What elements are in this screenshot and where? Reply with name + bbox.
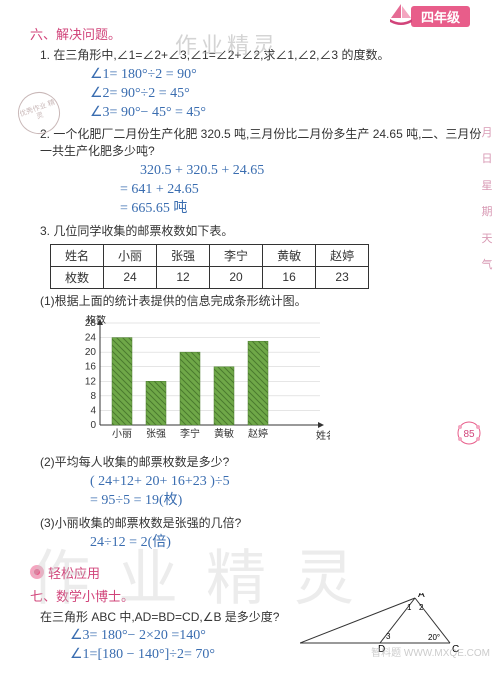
svg-text:黄敏: 黄敏 [214,427,234,440]
easy-app-label: 轻松应用 [48,563,100,582]
grade-badge: 四年级 [411,6,470,27]
svg-text:4: 4 [90,406,96,417]
svg-text:20: 20 [85,347,97,358]
q3-3-text: (3)小丽收集的邮票枚数是张强的几倍? [40,515,482,532]
q3-3-answer: 24÷12 = 2(倍) [90,534,482,553]
svg-text:16: 16 [85,362,97,373]
th: 赵婷 [316,244,369,266]
svg-text:0: 0 [90,420,96,431]
bar-chart: 0481216202428枚数姓名小丽张强李宁黄敏赵婷 [70,315,330,445]
svg-text:12: 12 [85,377,97,388]
stamp-table: 姓名 小丽 张强 李宁 黄敏 赵婷 枚数 24 12 20 16 23 [50,244,369,289]
th: 小丽 [104,244,157,266]
q2-answer-l3: = 665.65 吨 [120,200,482,219]
svg-text:2: 2 [419,603,424,612]
q3-2-text: (2)平均每人收集的邮票枚数是多少? [40,454,482,471]
q1-answer-l3: ∠3= 90°− 45° = 45° [90,104,482,123]
td-label: 枚数 [51,266,104,288]
svg-text:85: 85 [463,429,475,440]
q1-answer-l1: ∠1= 180°÷2 = 90° [90,66,482,85]
q3-1-text: (1)根据上面的统计表提供的信息完成条形统计图。 [40,293,482,310]
svg-text:小丽: 小丽 [112,428,132,440]
svg-text:张强: 张强 [146,428,166,440]
q3-2-answer-l1: ( 24+12+ 20+ 16+23 )÷5 [90,473,482,492]
svg-text:赵婷: 赵婷 [248,427,268,440]
svg-text:20°: 20° [428,633,440,642]
rc-day: 日 [478,146,496,172]
th: 李宁 [210,244,263,266]
table-row: 姓名 小丽 张强 李宁 黄敏 赵婷 [51,244,369,266]
q2-answer-l1: 320.5 + 320.5 + 24.65 [140,162,482,181]
rc-weather: 天气 [478,226,496,279]
sailboat-icon [387,2,415,26]
td: 16 [263,266,316,288]
q1-answer-l2: ∠2= 90°÷2 = 45° [90,85,482,104]
svg-text:李宁: 李宁 [180,427,200,440]
th: 张强 [157,244,210,266]
q2-text: 2. 一个化肥厂二月份生产化肥 320.5 吨,三月份比二月份多生产 24.65… [40,126,482,160]
th-name: 姓名 [51,244,104,266]
svg-text:枚数: 枚数 [86,315,106,326]
svg-text:A: A [418,593,425,600]
easy-app-head: 轻松应用 [30,563,482,582]
flower-icon [30,565,44,579]
svg-text:8: 8 [90,391,96,402]
date-column: 月 日 星期 天气 [478,120,496,278]
page-number-badge: 85 [456,420,482,446]
watermark-top: 作业精灵 [175,28,279,60]
svg-text:姓名: 姓名 [316,429,330,442]
q2-answer-l2: = 641 + 24.65 [120,181,482,200]
td: 24 [104,266,157,288]
td: 12 [157,266,210,288]
q3-2-answer-l2: = 95÷5 = 19(枚) [90,492,482,511]
th: 黄敏 [263,244,316,266]
svg-text:3: 3 [386,632,391,641]
rc-week: 星期 [478,173,496,226]
svg-text:24: 24 [85,333,97,344]
watermark-br: 智料题 WWW.MXQE.COM [371,644,490,659]
svg-text:1: 1 [407,603,412,612]
table-row: 枚数 24 12 20 16 23 [51,266,369,288]
q3-text: 3. 几位同学收集的邮票枚数如下表。 [40,223,482,240]
rc-month: 月 [478,120,496,146]
td: 23 [316,266,369,288]
td: 20 [210,266,263,288]
